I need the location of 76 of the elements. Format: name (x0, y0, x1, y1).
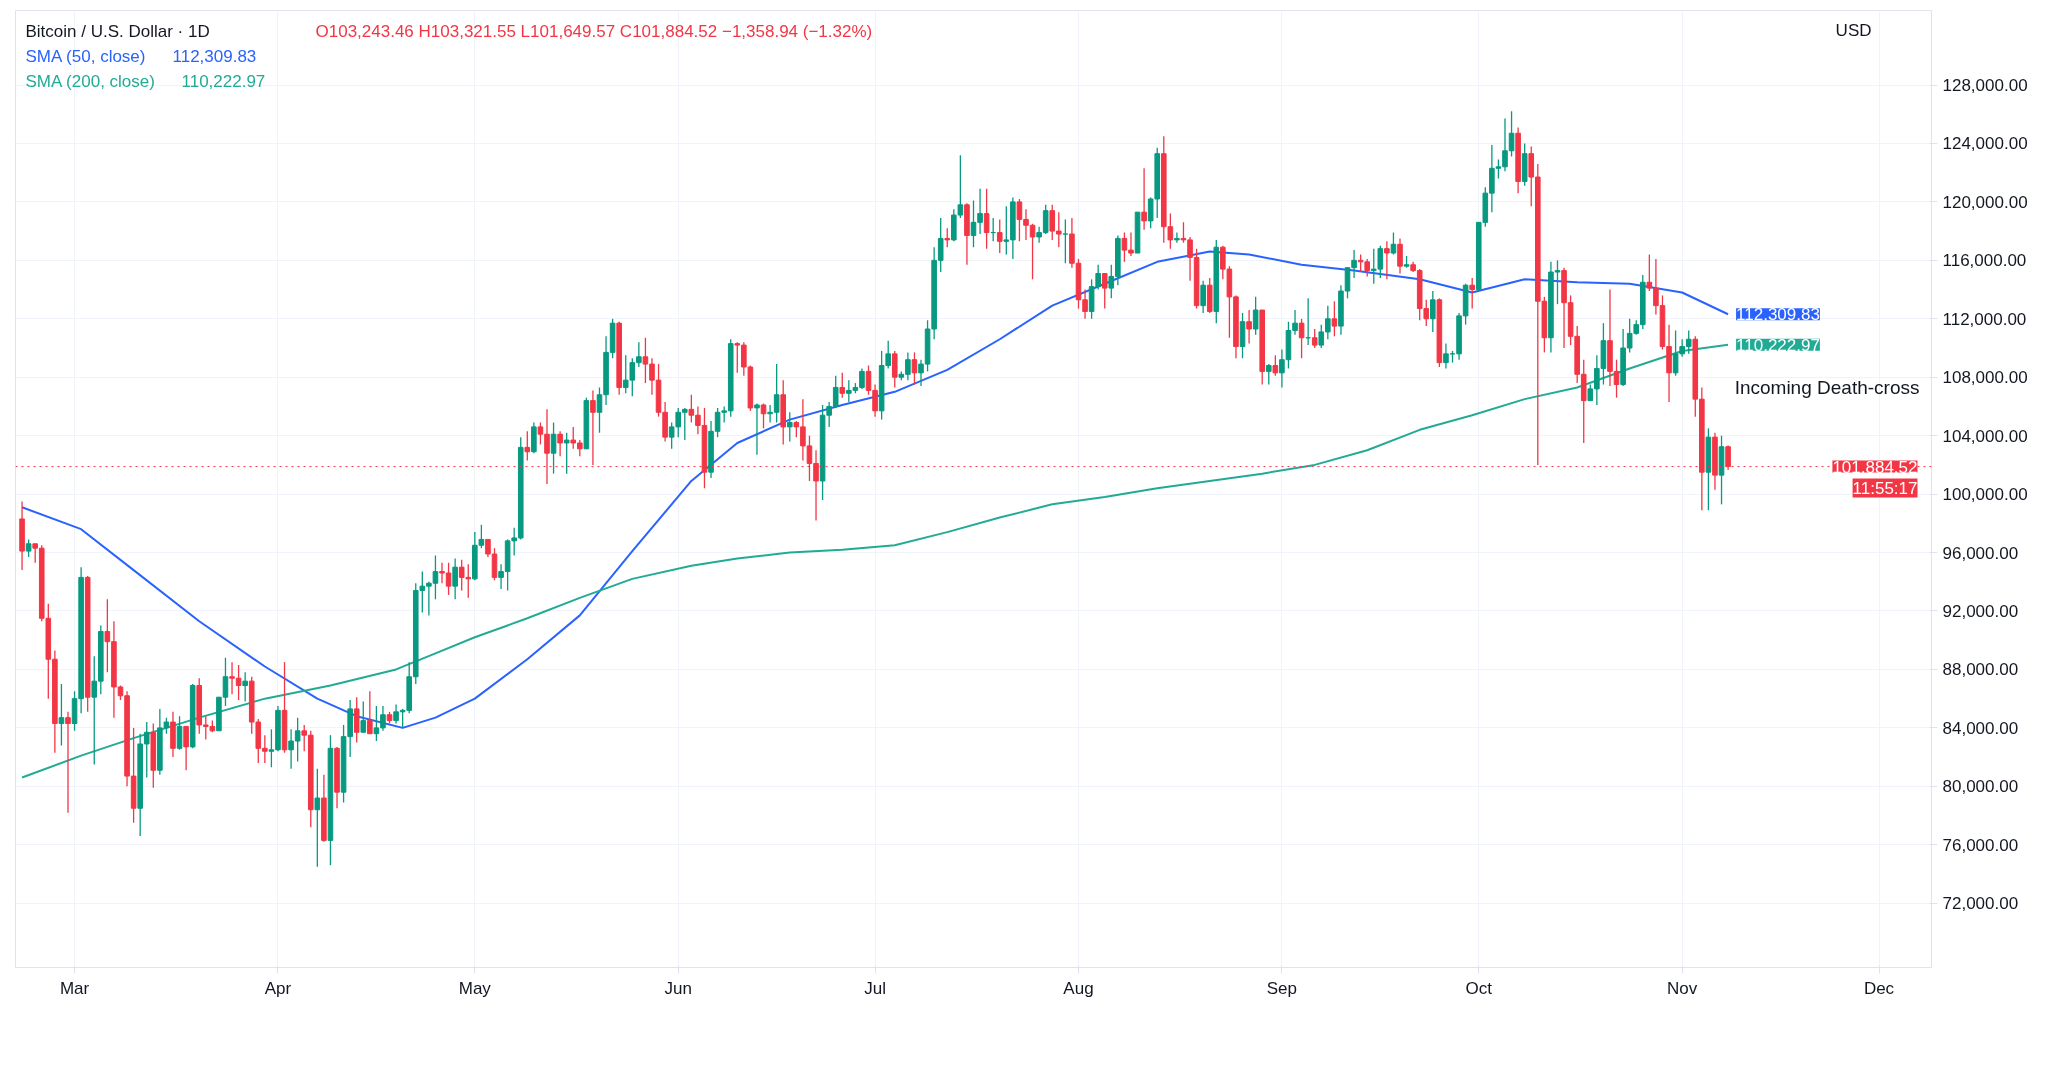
candlestick (183, 725, 189, 771)
candlestick (786, 411, 793, 443)
x-tick-label: Apr (264, 978, 292, 998)
y-tick-label: 124,000.00 (1942, 134, 2028, 154)
annotation: USD (1835, 20, 1872, 40)
candlestick (944, 227, 951, 248)
y-tick-label: 84,000.00 (1942, 718, 2019, 738)
y-tick-label: 108,000.00 (1942, 368, 2028, 388)
candlestick (1397, 237, 1403, 275)
candlestick (1200, 280, 1206, 314)
x-tick-label: Nov (1667, 978, 1698, 998)
candlestick (176, 715, 183, 751)
annotation: 11:55:17 (1852, 478, 1918, 498)
candlestick (1265, 363, 1272, 386)
text: SMA (200, close) (25, 71, 155, 91)
candlestick (557, 430, 563, 457)
annotation: O103,243.46 H103,321.55 L101,649.57 C101,884.52 −1,358.94 (−1.32%) (315, 22, 873, 42)
y-tick-label: 72,000.00 (1942, 894, 2019, 914)
ref-line-label: 101,884.52 (1832, 457, 1918, 477)
candlestick (1141, 167, 1147, 231)
y-tick-label: 96,000.00 (1942, 543, 2019, 563)
y-tick-label: 92,000.00 (1942, 602, 2019, 621)
y-tick-label: 128,000.00 (1942, 76, 2028, 96)
candlestick (754, 402, 760, 456)
x-tick-label: Aug (1063, 978, 1094, 998)
x-tick-label: May (458, 978, 492, 998)
candlestick (65, 711, 71, 814)
x-tick-label: Mar (59, 978, 90, 998)
candlestick (1246, 309, 1252, 345)
text: Bitcoin / U.S. Dollar · 1D (25, 22, 210, 42)
y-tick-label: 76,000.00 (1942, 835, 2019, 855)
candlestick (911, 351, 918, 386)
y-tick-label: 116,000.00 (1942, 251, 2027, 271)
y-tick-label: 100,000.00 (1942, 485, 2028, 505)
candlestick (983, 188, 990, 250)
candlestick (563, 432, 570, 475)
candlestick (550, 421, 557, 475)
y-tick-label: 112,000.00 (1942, 309, 2027, 329)
candlestick (58, 683, 65, 747)
candlestick (1272, 354, 1279, 377)
y-tick-label: 104,000.00 (1942, 426, 2028, 446)
candlestick (1062, 218, 1069, 264)
candlestick (891, 350, 898, 389)
candlestick (1384, 240, 1390, 280)
candlestick (1174, 231, 1180, 244)
candlestick (1430, 290, 1436, 333)
candlestick (360, 700, 367, 733)
candlestick (1469, 277, 1475, 310)
x-tick-label: Sep (1266, 978, 1298, 998)
candlestick (1101, 272, 1108, 310)
y-tick-label: 88,000.00 (1942, 660, 2019, 680)
candlestick (760, 402, 767, 430)
data-label: 112,309.83 (1736, 305, 1820, 325)
y-tick-label: 120,000.00 (1942, 192, 2028, 212)
candlestick (996, 218, 1003, 254)
candlestick (839, 372, 846, 399)
candlestick (1252, 296, 1259, 336)
candlestick (524, 430, 531, 462)
candlestick (1298, 318, 1305, 359)
annotation: Incoming Death-cross (1734, 376, 1920, 398)
x-tick-label: Oct (1465, 978, 1493, 998)
text: 112,309.83 (172, 47, 257, 67)
data-label: 110,222.97 (1736, 335, 1820, 355)
x-tick-label: Jun (664, 978, 692, 998)
text: SMA (50, close) (25, 46, 146, 66)
candlestick (452, 557, 458, 600)
text: 110,222.97 (181, 72, 266, 92)
candlestick (367, 690, 373, 735)
candlestick (353, 696, 360, 744)
candlestick (1331, 300, 1338, 337)
candlestick (1311, 328, 1318, 349)
candlestick (242, 671, 248, 703)
x-tick-label: Jul (864, 978, 886, 998)
y-tick-label: 80,000.00 (1942, 777, 2019, 797)
x-tick-label: Dec (1863, 978, 1895, 998)
candlestick (314, 768, 321, 868)
